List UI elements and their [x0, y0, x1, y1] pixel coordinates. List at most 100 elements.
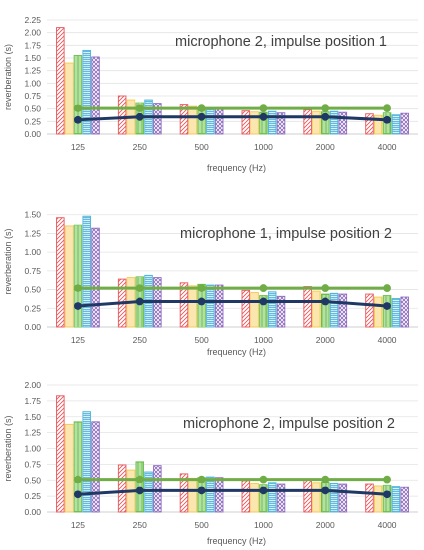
x-tick-label: 4000 — [378, 335, 397, 345]
y-tick-label: 0.50 — [24, 475, 41, 485]
x-tick-label: 250 — [133, 335, 147, 345]
y-tick-label: 2.00 — [24, 380, 41, 390]
y-tick-label: 0.25 — [24, 491, 41, 501]
bar — [338, 111, 348, 135]
bar — [312, 110, 321, 135]
x-tick-label: 2000 — [316, 142, 335, 152]
y-tick-label: 0.00 — [24, 507, 41, 517]
bar — [153, 103, 162, 135]
bar — [206, 107, 215, 135]
line-point — [135, 297, 144, 306]
y-tick-label: 1.25 — [24, 66, 41, 76]
bar — [56, 217, 65, 328]
bar — [82, 411, 91, 513]
bar — [267, 110, 277, 135]
y-tick-label: 1.50 — [24, 412, 41, 422]
chart-2: 0.00 0.25 0.50 0.75 1.00 1.25 1.50 reverberatio… — [3, 210, 418, 357]
y-tick-label: 1.50 — [24, 210, 41, 220]
line-point — [74, 104, 82, 113]
bar — [64, 225, 74, 328]
bar — [214, 284, 224, 328]
x-tick-label: 4000 — [378, 142, 397, 152]
line-point — [383, 115, 391, 124]
line-point — [259, 475, 268, 484]
line-point — [135, 104, 144, 113]
x-tick-label: 1000 — [254, 335, 273, 345]
x-tick-label: 125 — [71, 142, 85, 152]
bar — [374, 485, 383, 513]
line-point — [321, 486, 330, 495]
y-axis-label: reverberation (s) — [3, 228, 13, 294]
bar — [312, 482, 321, 513]
bar — [153, 465, 162, 513]
line-point — [197, 112, 206, 121]
y-tick-label: 0.50 — [24, 285, 41, 295]
bar — [250, 111, 259, 135]
line-point — [135, 112, 144, 121]
line-point — [135, 486, 144, 495]
bar — [117, 95, 127, 135]
line-point — [321, 297, 330, 306]
bar — [250, 482, 259, 513]
y-axis-label: reverberation (s) — [3, 44, 13, 110]
bar — [91, 227, 100, 328]
y-axis-label: reverberation (s) — [3, 415, 13, 481]
bar — [329, 292, 339, 328]
line-point — [74, 115, 82, 124]
line-point — [259, 297, 268, 306]
line-point — [321, 112, 330, 121]
bar — [267, 482, 277, 513]
y-tick-label: 0.00 — [24, 129, 41, 139]
y-tick-label: 1.75 — [24, 40, 41, 50]
bar — [188, 285, 198, 328]
y-tick-label: 0.75 — [24, 91, 41, 101]
bar — [117, 464, 127, 513]
bar — [188, 477, 198, 513]
chart-title: microphone 2, impulse position 2 — [183, 416, 395, 432]
y-tick-label: 1.00 — [24, 78, 41, 88]
line-point — [197, 284, 206, 292]
bar — [338, 483, 348, 513]
x-tick-label: 1000 — [254, 142, 273, 152]
y-tick-label: 1.25 — [24, 428, 41, 438]
bar — [259, 484, 268, 513]
x-tick-label: 500 — [194, 520, 208, 530]
bar — [73, 421, 83, 513]
x-axis-label: frequency (Hz) — [207, 163, 266, 173]
y-tick-label: 2.25 — [24, 15, 41, 25]
line-point — [135, 475, 144, 484]
line-point — [197, 104, 206, 113]
bar — [91, 421, 100, 513]
x-axis-label: frequency (Hz) — [207, 536, 266, 546]
line-point — [321, 104, 330, 113]
bar — [321, 293, 330, 328]
bar — [82, 215, 91, 328]
bar — [303, 479, 312, 513]
bar — [276, 483, 286, 513]
bar — [179, 104, 189, 135]
line-point — [383, 490, 391, 499]
bar — [303, 286, 312, 328]
bar — [400, 112, 409, 135]
bar — [365, 113, 374, 135]
bar — [400, 486, 409, 513]
line-point — [321, 475, 330, 484]
x-tick-label: 4000 — [378, 520, 397, 530]
y-tick-label: 1.00 — [24, 247, 41, 257]
y-tick-label: 1.00 — [24, 444, 41, 454]
line-point — [383, 302, 391, 310]
bar — [91, 56, 100, 135]
line-point — [259, 104, 268, 113]
x-tick-label: 500 — [194, 335, 208, 345]
bar — [56, 395, 65, 513]
y-tick-label: 1.75 — [24, 396, 41, 406]
x-tick-label: 125 — [71, 335, 85, 345]
bar — [73, 55, 83, 135]
bar — [188, 105, 198, 135]
line-point — [321, 284, 330, 292]
bar — [303, 109, 312, 135]
y-tick-label: 2.00 — [24, 28, 41, 38]
bar — [391, 486, 401, 513]
